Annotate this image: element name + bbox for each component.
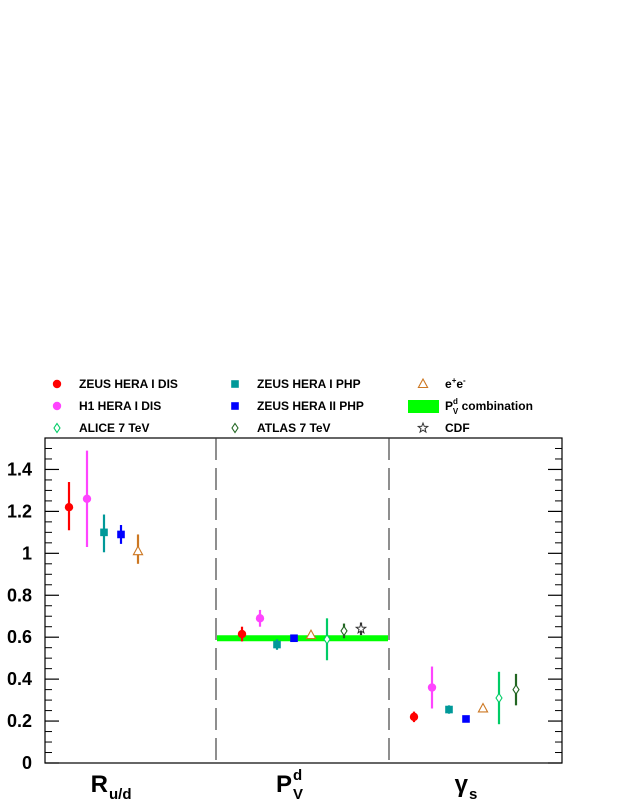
legend-marker-h1-hera-i-dis	[52, 401, 62, 411]
point-zeus-hera-i-php-0	[100, 528, 108, 537]
point-zeus-hera-i-php-2	[445, 705, 453, 714]
series-cdf	[354, 622, 368, 636]
category-main: P	[276, 771, 292, 798]
legend-marker-alice-7-tev	[53, 422, 61, 434]
series-h1-hera-i-dis	[82, 450, 437, 709]
legend-item-h1-hera-i-dis: H1 HERA I DIS	[52, 399, 161, 413]
legend-item-zeus-hera-ii-php: ZEUS HERA II PHP	[231, 399, 364, 413]
series-alice-7-tev	[323, 618, 503, 725]
category-main: R	[91, 771, 108, 798]
legend-label: Pd V combination	[445, 397, 533, 416]
series-zeus-hera-i-php	[100, 514, 453, 714]
category-sub: s	[469, 786, 477, 803]
category-main: γ	[455, 771, 469, 798]
category-sub: u/d	[109, 786, 132, 803]
legend-item-cdf: CDF	[416, 421, 470, 435]
y-tick-label: 1.4	[7, 459, 32, 479]
point-h1-hera-i-dis-0	[82, 494, 92, 504]
point-e-e-1	[305, 628, 317, 640]
legend-item-e-e: e+e-	[417, 376, 466, 391]
legend: ZEUS HERA I DIS H1 HERA I DIS ALICE 7 TeV Z…	[52, 376, 533, 435]
legend-marker-zeus-hera-ii-php	[231, 402, 239, 410]
legend-label: e+e-	[445, 376, 466, 391]
legend-marker-atlas-7-tev	[231, 422, 239, 434]
point-h1-hera-i-dis-1	[255, 614, 265, 623]
y-tick-label: 0.2	[7, 711, 32, 731]
legend-label: ZEUS HERA I DIS	[79, 377, 178, 391]
series-zeus-hera-ii-php	[117, 525, 470, 723]
point-zeus-hera-ii-php-1	[290, 634, 298, 643]
series-zeus-hera-i-dis	[64, 482, 419, 723]
point-atlas-7-tev-1	[512, 684, 520, 696]
legend-item-zeus-hera-i-dis: ZEUS HERA I DIS	[52, 377, 178, 391]
point-cdf-0	[354, 622, 368, 635]
legend-label: CDF	[445, 421, 470, 435]
point-zeus-hera-i-dis-0	[64, 502, 74, 512]
series-atlas-7-tev	[340, 623, 520, 706]
frame-layer	[44, 437, 563, 764]
point-e-e-2	[477, 702, 489, 713]
y-tick-label: 1.2	[7, 501, 32, 521]
legend-label: ALICE 7 TeV	[79, 421, 149, 435]
y-tick-label: 0.6	[7, 627, 32, 647]
series-e-e	[132, 534, 489, 713]
legend-marker-e-e	[417, 377, 429, 389]
legend-item-atlas-7-tev: ATLAS 7 TeV	[231, 421, 331, 435]
point-zeus-hera-i-php-1	[273, 640, 281, 649]
legend-marker-combination	[408, 400, 439, 413]
legend-label: ZEUS HERA I PHP	[257, 377, 361, 391]
legend-label: ATLAS 7 TeV	[257, 421, 331, 435]
legend-item-zeus-hera-i-php: ZEUS HERA I PHP	[231, 377, 361, 391]
point-zeus-hera-i-dis-2	[409, 712, 419, 722]
y-tick-label: 0	[22, 753, 32, 773]
point-atlas-7-tev-0	[340, 625, 348, 637]
legend-item-alice-7-tev: ALICE 7 TeV	[53, 421, 149, 435]
marks-layer	[64, 450, 520, 725]
point-alice-7-tev-1	[495, 692, 503, 704]
legend-label: ZEUS HERA II PHP	[257, 399, 364, 413]
legend-marker-zeus-hera-i-dis	[52, 379, 62, 389]
point-e-e-0	[132, 545, 144, 556]
plot-frame	[44, 437, 563, 764]
legend-label: H1 HERA I DIS	[79, 399, 161, 413]
y-tick-label: 0.4	[7, 669, 32, 689]
y-tick-label: 0.8	[7, 585, 32, 605]
point-zeus-hera-i-dis-1	[237, 629, 247, 639]
legend-marker-zeus-hera-i-php	[231, 380, 239, 388]
legend-marker-cdf	[416, 421, 430, 434]
point-zeus-hera-ii-php-0	[117, 530, 125, 539]
category-sup: d	[293, 767, 302, 784]
point-h1-hera-i-dis-2	[427, 683, 437, 692]
y-axis: 0 0.2 0.4 0.6 0.8 1 1.2 1.4	[7, 447, 562, 773]
point-alice-7-tev-0	[323, 633, 331, 645]
category-sub: V	[293, 786, 303, 803]
point-zeus-hera-ii-php-2	[462, 715, 470, 723]
legend-item-combination: Pd V combination	[408, 397, 533, 416]
y-tick-label: 1	[22, 543, 32, 563]
